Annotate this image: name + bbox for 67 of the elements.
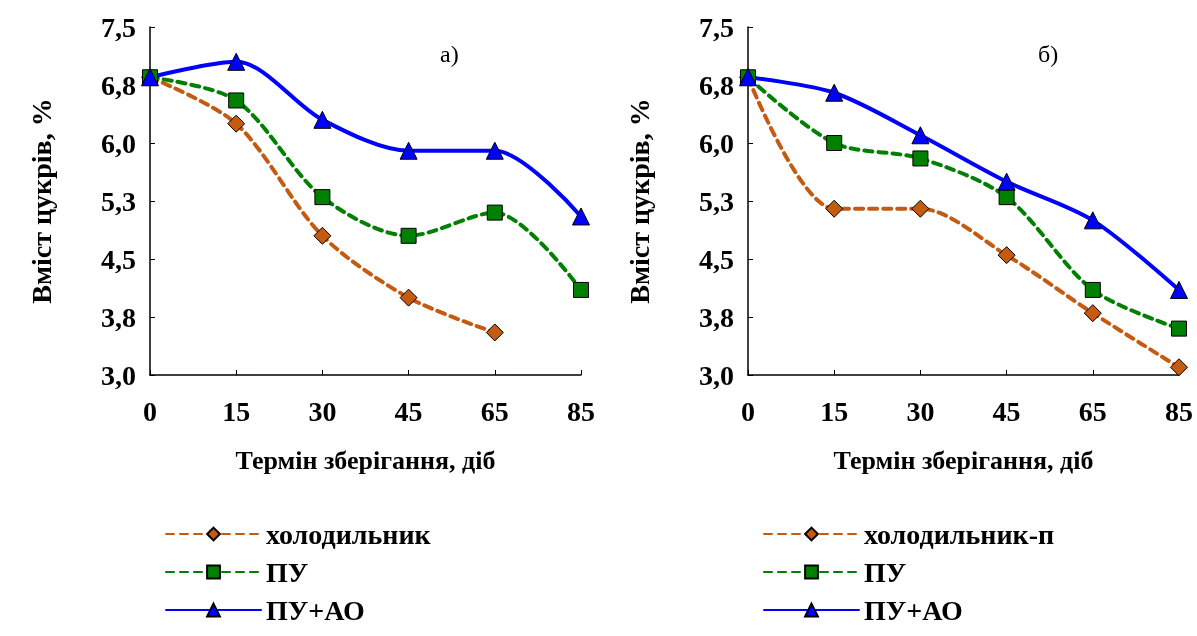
point (227, 114, 246, 133)
legend-label: ПУ (864, 556, 907, 588)
legend-label: холодильник-п (864, 518, 1055, 550)
point (826, 135, 843, 151)
annotation: б) (1038, 41, 1059, 67)
y-tick-label: 6,8 (101, 69, 136, 101)
x-tick-label: 65 (1078, 395, 1107, 427)
y-tick-label: 7,5 (699, 11, 734, 43)
legend-label: ПУ+АО (864, 594, 963, 626)
x-tick-label: 45 (394, 395, 423, 427)
y-tick-label: 6,0 (699, 127, 734, 159)
point (399, 141, 418, 160)
x-axis-title: Термін зберігання, діб (235, 445, 496, 475)
point (997, 172, 1016, 191)
point (1084, 281, 1101, 298)
y-tick-label: 5,3 (699, 185, 734, 217)
y-tick-label: 4,5 (699, 243, 734, 275)
point (1083, 211, 1102, 230)
x-tick-label: 85 (1165, 395, 1193, 427)
x-tick-label: 85 (567, 395, 595, 427)
y-tick-label: 4,5 (101, 243, 136, 275)
point (572, 207, 590, 226)
point (998, 189, 1015, 206)
legend-label: ПУ+АО (266, 594, 365, 626)
x-tick-label: 0 (741, 395, 755, 427)
x-tick-label: 30 (308, 395, 337, 427)
point (313, 110, 332, 129)
y-tick-label: 6,0 (101, 127, 136, 159)
y-tick-label: 5,3 (101, 185, 136, 217)
point (911, 126, 930, 145)
y-tick-label: 3,8 (101, 301, 136, 333)
x-tick-label: 0 (143, 395, 157, 427)
point (314, 189, 331, 206)
y-axis-title: Вміст цукрів, % (623, 98, 655, 304)
y-tick-label: 3,8 (699, 301, 734, 333)
y-tick-label: 7,5 (101, 11, 136, 43)
point (1170, 280, 1188, 299)
point (825, 199, 844, 218)
x-tick-label: 45 (992, 395, 1021, 427)
y-axis-title: Вміст цукрів, % (25, 98, 57, 304)
y-tick-label: 3,0 (699, 359, 734, 391)
x-tick-label: 15 (820, 395, 849, 427)
y-tick-label: 3,0 (101, 359, 136, 391)
point (228, 92, 245, 109)
point (227, 52, 246, 71)
point (912, 150, 929, 167)
point (1170, 358, 1188, 377)
x-axis-title: Термін зберігання, діб (833, 445, 1094, 475)
point (573, 281, 589, 298)
point (1171, 320, 1187, 337)
point (997, 246, 1016, 265)
x-tick-label: 15 (222, 395, 251, 427)
point (911, 199, 930, 218)
x-tick-label: 65 (480, 395, 509, 427)
point (313, 226, 332, 245)
point (485, 323, 504, 342)
point (486, 204, 503, 221)
legend-label: ПУ (266, 556, 309, 588)
y-tick-label: 6,8 (699, 69, 734, 101)
legend-label: холодильник (266, 518, 432, 550)
x-tick-label: 30 (906, 395, 935, 427)
annotation: а) (440, 41, 459, 67)
point (825, 83, 844, 102)
point (400, 227, 417, 244)
point (485, 141, 504, 160)
point (399, 288, 418, 307)
point (1083, 304, 1102, 323)
